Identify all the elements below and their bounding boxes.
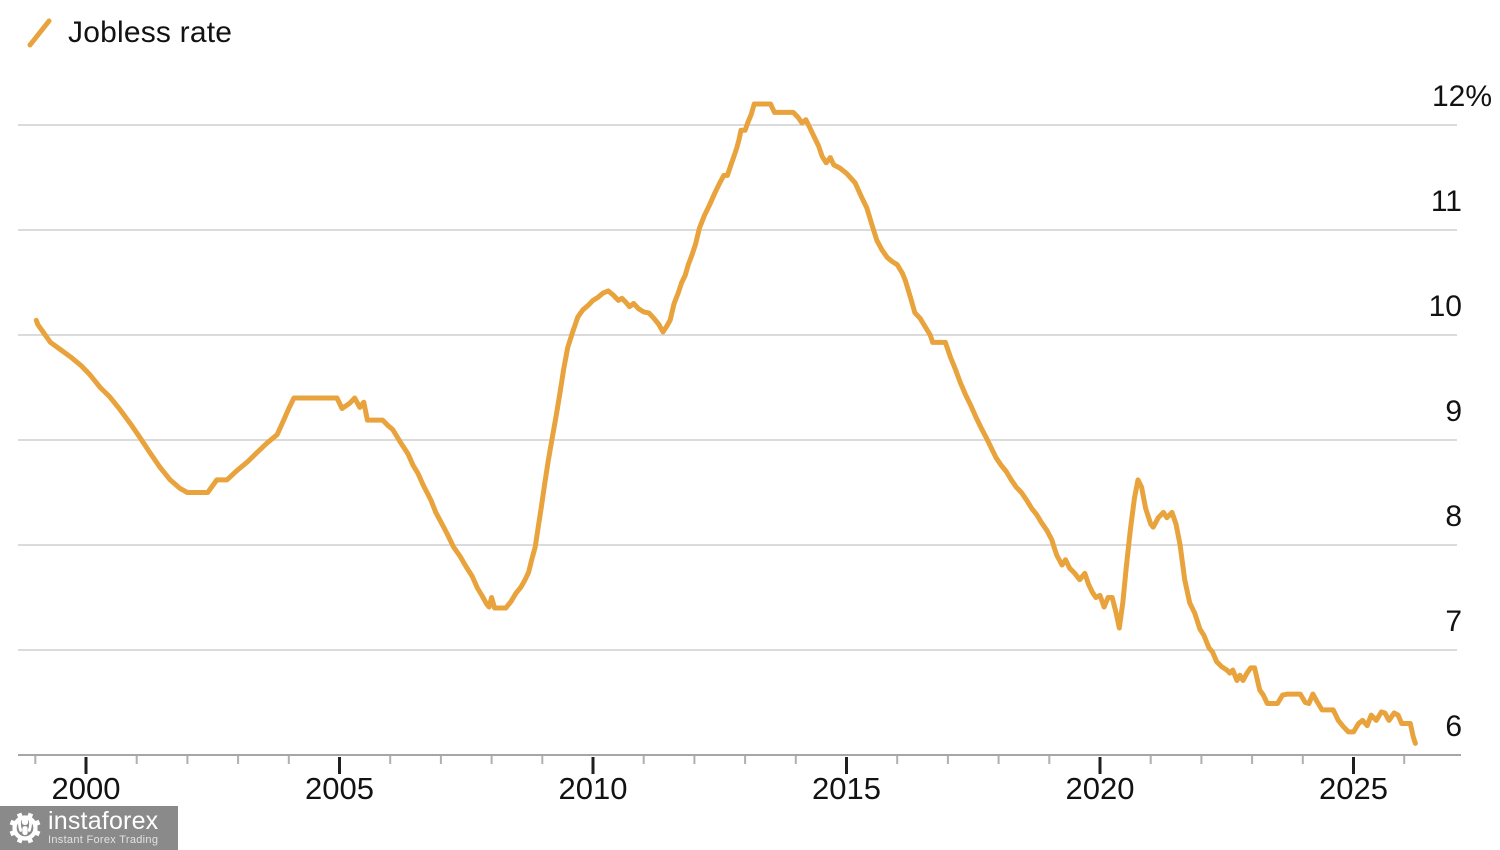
x-axis-label: 2010 xyxy=(558,771,628,806)
y-axis-label: 8 xyxy=(1445,500,1462,533)
x-axis-label: 2000 xyxy=(51,771,121,806)
jobless-rate-line xyxy=(33,101,1418,746)
y-axis-label: 6 xyxy=(1445,710,1462,743)
y-axis-label: 7 xyxy=(1445,605,1462,638)
x-axis-label: 2025 xyxy=(1319,771,1388,806)
watermark-banner: instaforex Instant Forex Trading xyxy=(0,806,178,850)
y-axis-label: 12% xyxy=(1431,80,1492,113)
y-axis-label: 11 xyxy=(1430,185,1462,218)
x-axis-label: 2005 xyxy=(305,771,374,806)
x-axis-label: 2020 xyxy=(1065,771,1135,806)
instaforex-gear-icon xyxy=(9,812,41,844)
x-axis-label: 2015 xyxy=(812,771,881,806)
watermark-text: instaforex Instant Forex Trading xyxy=(48,809,158,847)
legend-label: Jobless rate xyxy=(68,16,233,49)
watermark-brand: instaforex xyxy=(48,807,159,835)
line-series-marker-icon xyxy=(27,18,52,48)
y-axis-label: 10 xyxy=(1428,290,1462,323)
y-axis-label: 9 xyxy=(1445,395,1462,428)
watermark-tagline: Instant Forex Trading xyxy=(48,834,159,846)
legend: Jobless rate xyxy=(26,12,232,54)
